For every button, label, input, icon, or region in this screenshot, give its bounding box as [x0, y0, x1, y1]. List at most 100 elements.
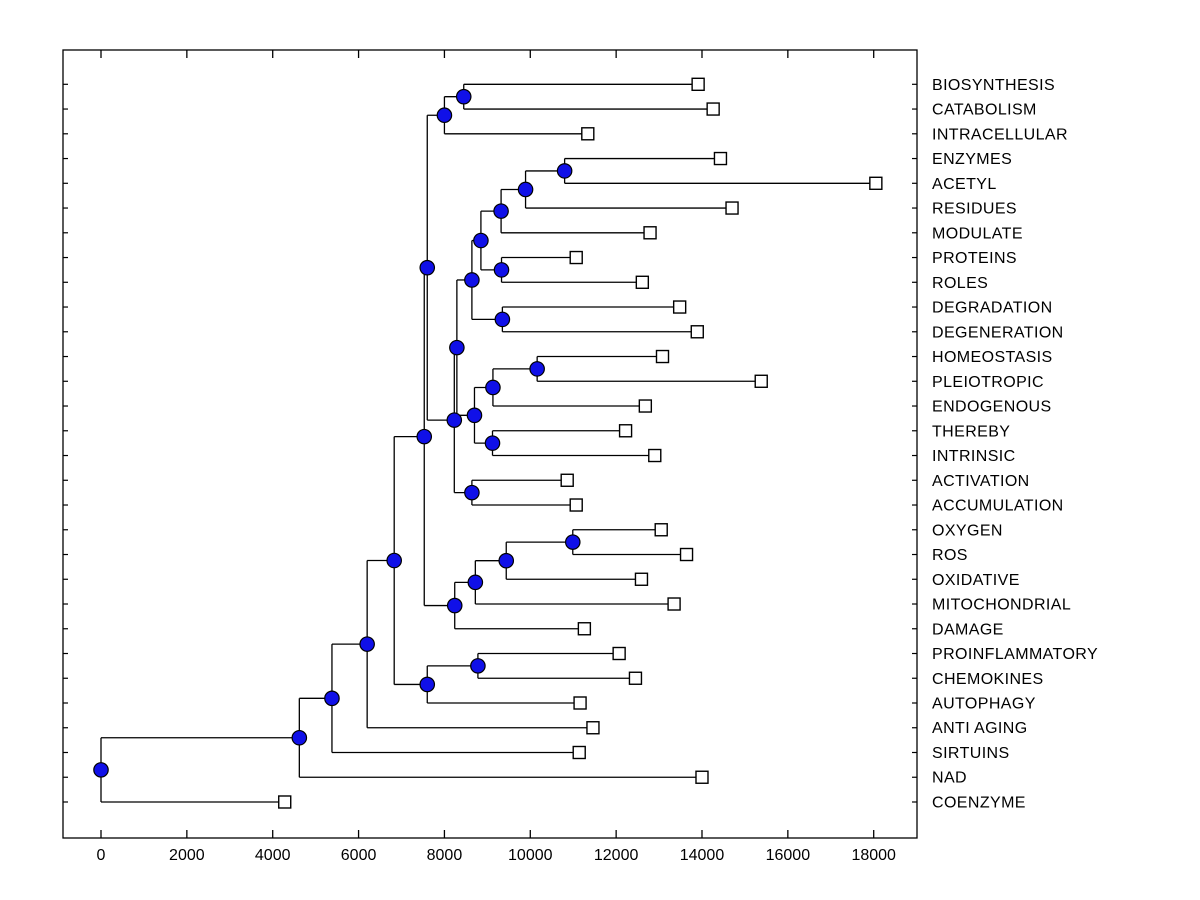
leaf-marker-square: [754, 374, 768, 388]
leaf-marker-square: [618, 424, 633, 438]
cluster-node-dot: [529, 361, 545, 377]
leaf-marker-square: [690, 325, 704, 339]
leaf-marker-square: [635, 275, 650, 289]
leaf-label: THEREBY: [932, 423, 1010, 440]
leaf-marker-square: [278, 795, 292, 809]
cluster-node-dot: [291, 729, 308, 746]
leaf-marker-square: [612, 646, 626, 661]
leaf-marker-square: [679, 547, 694, 562]
leaf-marker-square: [643, 226, 657, 240]
leaf-label: SIRTUINS: [932, 745, 1010, 762]
cluster-node-dot: [359, 636, 375, 652]
leaf-marker-square: [672, 300, 687, 314]
cluster-node-dot: [517, 181, 534, 198]
cluster-node-dot: [466, 407, 483, 424]
cluster-node-dot: [449, 339, 465, 356]
leaf-label: ACETYL: [932, 176, 997, 193]
leaf-label: OXYGEN: [932, 522, 1003, 539]
cluster-node-dot: [493, 203, 509, 219]
cluster-node-dot: [564, 534, 581, 550]
leaf-label: ROS: [932, 547, 968, 564]
leaf-label: INTRINSIC: [932, 448, 1016, 465]
leaf-label: DEGRADATION: [932, 300, 1053, 317]
leaf-label: ACTIVATION: [932, 473, 1030, 490]
leaf-marker-square: [569, 498, 583, 512]
cluster-node-dot: [455, 88, 472, 105]
leaf-marker-square: [706, 102, 720, 116]
leaf-label: PROTEINS: [932, 250, 1017, 267]
cluster-node-dot: [464, 272, 480, 288]
leaf-marker-square: [695, 770, 709, 784]
leaf-marker-square: [691, 77, 705, 92]
cluster-node-dot: [485, 379, 501, 396]
cluster-node-dot: [416, 428, 433, 445]
leaf-marker-square: [577, 622, 592, 636]
leaf-marker-square: [560, 473, 574, 487]
cluster-node-dot: [419, 259, 436, 276]
plot-border: [62, 49, 918, 839]
leaf-label: RESIDUES: [932, 201, 1017, 218]
cluster-node-dot: [493, 262, 510, 278]
leaf-marker-square: [667, 597, 681, 611]
leaf-marker-square: [655, 349, 670, 364]
leaf-label: ENZYMES: [932, 151, 1012, 168]
cluster-node-dot: [498, 552, 515, 569]
x-tick-label: 18000: [851, 847, 896, 864]
x-tick-label: 12000: [594, 847, 639, 864]
leaf-label: CATABOLISM: [932, 102, 1037, 119]
cluster-node-dot: [386, 552, 402, 569]
leaf-label: NAD: [932, 770, 967, 787]
leaf-label: ANTI AGING: [932, 720, 1028, 737]
leaf-label: HOMEOSTASIS: [932, 349, 1053, 366]
leaf-marker-square: [569, 250, 583, 265]
leaf-label: PLEIOTROPIC: [932, 374, 1044, 391]
cluster-node-dot: [446, 412, 463, 428]
leaf-marker-square: [586, 721, 600, 735]
leaf-label: PROINFLAMMATORY: [932, 646, 1098, 663]
leaf-label: BIOSYNTHESIS: [932, 77, 1055, 94]
cluster-node-dot: [446, 597, 463, 614]
leaf-marker-square: [572, 745, 586, 760]
leaf-marker-square: [713, 151, 728, 166]
leaf-label: DAMAGE: [932, 621, 1004, 638]
leaf-label: DEGENERATION: [932, 324, 1064, 341]
cluster-node-dot: [556, 163, 573, 179]
x-tick-label: 8000: [427, 847, 463, 864]
x-tick-label: 2000: [169, 847, 205, 864]
leaf-label: MODULATE: [932, 225, 1023, 242]
cluster-node-dot: [484, 435, 501, 451]
cluster-node-dot: [470, 658, 486, 674]
leaf-label: CHEMOKINES: [932, 671, 1044, 688]
x-tick-label: 6000: [341, 847, 377, 864]
x-tick-label: 16000: [766, 847, 811, 864]
leaf-marker-square: [638, 399, 653, 413]
cluster-node-dot: [436, 107, 453, 124]
cluster-node-dot: [494, 311, 511, 328]
leaf-marker-square: [648, 448, 662, 463]
leaf-label: MITOCHONDRIAL: [932, 597, 1071, 614]
leaf-marker-square: [725, 201, 739, 215]
leaf-marker-square: [628, 671, 643, 685]
cluster-node-dot: [467, 574, 484, 591]
leaf-marker-square: [581, 127, 595, 141]
leaf-marker-square: [654, 523, 668, 537]
leaf-marker-square: [869, 176, 883, 190]
cluster-node-dot: [93, 762, 109, 778]
cluster-node-dot: [464, 484, 480, 501]
x-tick-label: 4000: [255, 847, 291, 864]
cluster-node-dot: [324, 690, 340, 707]
cluster-node-dot: [419, 676, 436, 693]
leaf-label: AUTOPHAGY: [932, 696, 1036, 713]
x-tick-label: 0: [97, 847, 106, 864]
leaf-label: ACCUMULATION: [932, 498, 1064, 515]
leaf-label: ENDOGENOUS: [932, 399, 1052, 416]
leaf-label: COENZYME: [932, 794, 1026, 811]
x-tick-label: 10000: [508, 847, 553, 864]
leaf-marker-square: [573, 696, 587, 710]
leaf-label: ROLES: [932, 275, 988, 292]
leaf-label: OXIDATIVE: [932, 572, 1020, 589]
leaf-marker-square: [634, 572, 649, 586]
x-tick-label: 14000: [680, 847, 725, 864]
